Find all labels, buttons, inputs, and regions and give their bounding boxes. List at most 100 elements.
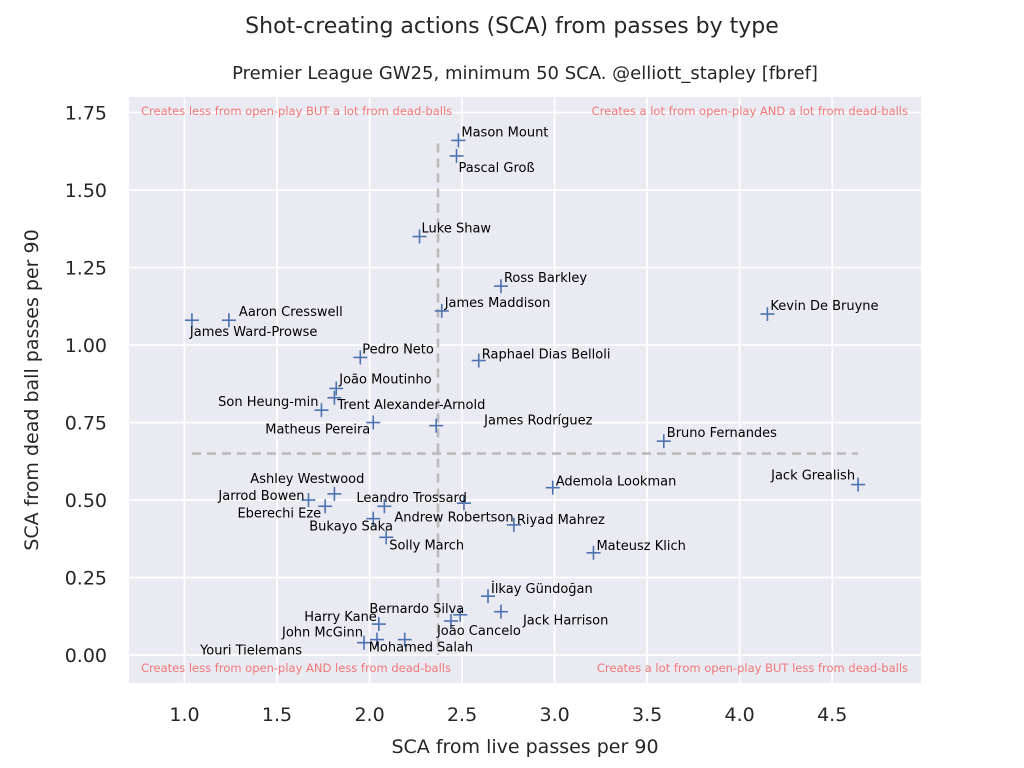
x-tick-label: 3.5 [632,704,662,726]
point-label: Pedro Neto [362,342,434,357]
data-point: Riyad Mahrez [506,513,605,532]
data-point: Raphael Dias Belloli [471,348,611,368]
data-point: Pascal Groß [449,148,535,176]
point-label: Mateusz Klich [596,539,685,554]
data-point: Youri Tielemans [199,635,372,659]
x-tick-label: 2.5 [447,704,477,726]
data-point: James Ward-Prowse [184,313,317,340]
quadrant-label-top-left: Creates less from open-play BUT a lot fr… [141,104,452,118]
point-label: Bruno Fernandes [667,426,777,441]
point-label: James Rodríguez [483,414,592,429]
data-point: Harry Kane [304,610,386,632]
point-label: Bukayo Saka [309,520,393,535]
point-label: Harry Kane [304,610,377,625]
quadrant-label-top-right: Creates a lot from open-play AND a lot f… [592,104,908,118]
data-point: James Maddison [434,296,551,318]
x-tick-label: 2.0 [354,704,384,726]
point-label: Youri Tielemans [199,644,302,659]
y-tick-label: 0.25 [65,568,107,590]
reference-lines [191,143,859,656]
data-point: James Rodríguez [429,414,593,433]
y-tick-label: 0.00 [65,645,107,667]
data-point: João Moutinho [329,372,432,396]
point-label: Ademola Lookman [556,475,677,490]
x-tick-label: 4.5 [817,704,847,726]
point-label: Aaron Cresswell [239,305,343,320]
data-point: Matheus Pereira [265,415,381,438]
data-point: Aaron Cresswell [221,305,343,328]
point-label: İlkay Gündoğan [491,581,593,597]
tick-labels: 1.0 1.5 2.0 2.5 3.0 3.5 4.0 4.5 0.00 0.25 0.50 0.75… [65,103,848,726]
data-point: Eberechi Eze [237,499,333,521]
point-label: Trent Alexander-Arnold [336,398,485,413]
y-tick-label: 1.25 [65,258,107,280]
x-tick-label: 1.5 [262,704,292,726]
data-point: Jarrod Bowen [217,489,316,508]
point-label: Mohamed Salah [369,641,473,656]
point-label: Raphael Dias Belloli [482,348,611,363]
data-point: João Cancelo [436,613,521,639]
quadrant-label-bottom-right: Creates a lot from open-play BUT less fr… [597,661,908,675]
data-point: Solly March [379,530,464,553]
point-label: João Cancelo [436,624,521,639]
plot-area [129,97,921,683]
data-point: Kevin De Bruyne [760,299,879,322]
point-label: Luke Shaw [422,222,492,237]
data-point: John McGinn [281,626,384,647]
point-label: James Maddison [444,296,551,311]
data-point: Bukayo Saka [309,511,393,535]
chart-subtitle: Premier League GW25, minimum 50 SCA. @el… [232,63,818,84]
point-label: Mason Mount [461,125,548,140]
x-tick-label: 3.0 [539,704,569,726]
point-label: Riyad Mahrez [517,513,605,528]
data-point: Luke Shaw [412,222,492,244]
point-label: Jack Harrison [522,614,608,629]
point-label: Leandro Trossard [356,491,467,506]
y-axis-label: SCA from dead ball passes per 90 [21,229,43,550]
data-point: Ross Barkley [493,271,587,294]
point-label: Bernardo Silva [369,602,464,617]
point-label: Solly March [389,538,464,553]
grid-lines [129,97,921,683]
x-tick-label: 4.0 [725,704,755,726]
point-label: Matheus Pereira [265,423,370,438]
point-label: Jack Grealish [770,469,855,484]
point-label: Ashley Westwood [250,472,364,487]
y-tick-label: 0.50 [65,490,107,512]
y-tick-label: 1.00 [65,335,107,357]
data-points: Mason Mount Pascal Groß Luke Shaw Ross Bark… [184,125,879,659]
chart-title: Shot-creating actions (SCA) from passes … [245,14,779,39]
y-tick-label: 0.75 [65,413,107,435]
data-point: Pedro Neto [353,342,434,365]
point-label: John McGinn [281,626,363,641]
point-label: Son Heung-min [218,395,318,410]
x-axis-label: SCA from live passes per 90 [391,736,658,758]
data-point: Andrew Robertson [377,499,514,525]
point-label: Ross Barkley [504,271,587,286]
point-label: Eberechi Eze [237,506,321,521]
point-label: Kevin De Bruyne [770,299,878,314]
point-label: Pascal Groß [459,161,535,176]
data-point: Mohamed Salah [369,632,473,656]
data-point: Mason Mount [451,125,548,148]
y-tick-label: 1.75 [65,103,107,125]
data-point: Mateusz Klich [586,539,686,560]
data-point: Jack Grealish [770,469,866,492]
data-point: Jack Harrison [493,604,608,629]
data-point: Ashley Westwood [250,472,364,501]
point-label: Jarrod Bowen [217,489,304,504]
data-point: Son Heung-min [218,395,329,418]
quadrant-label-bottom-left: Creates less from open-play AND less fro… [141,661,451,675]
data-point: Trent Alexander-Arnold [327,390,485,413]
point-label: Andrew Robertson [394,510,513,525]
point-label: James Ward-Prowse [189,325,317,340]
data-point: İlkay Gündoğan [480,581,593,604]
x-tick-label: 1.0 [169,704,199,726]
point-label: João Moutinho [338,372,431,387]
y-tick-label: 1.50 [65,180,107,202]
data-point: Ademola Lookman [545,475,677,495]
data-point: Bernardo Silva [369,602,468,622]
data-point: Bruno Fernandes [656,426,777,449]
quadrant-labels: Creates less from open-play BUT a lot fr… [141,104,908,675]
